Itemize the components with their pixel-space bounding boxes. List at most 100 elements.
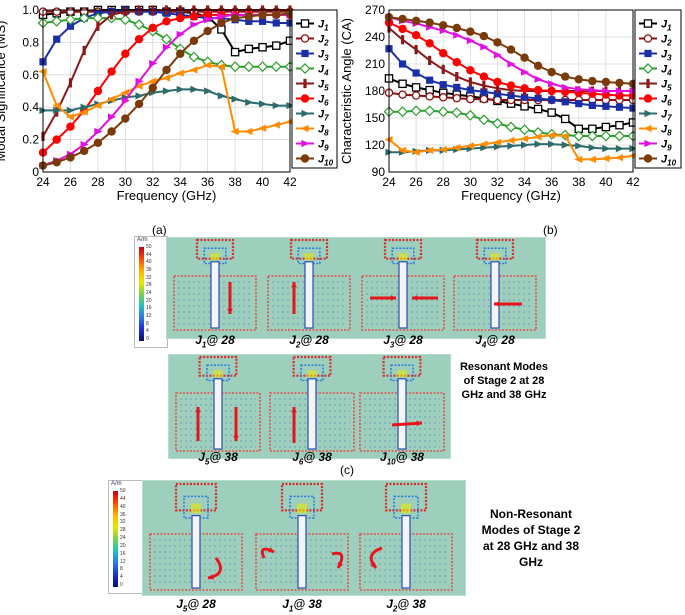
y-tick-label: 270 [365,3,385,17]
legend-entry-j8: J8 [661,124,672,138]
mode-label: J5@ 38 [198,450,238,467]
data-point-j7 [245,98,254,106]
data-point-j10 [506,45,516,54]
colorbar-tick-label: 12 [120,558,126,565]
arrow-head [268,547,274,553]
data-point-j10 [439,21,448,30]
patch-inner [401,503,411,514]
data-point-j3 [245,17,253,25]
arrow-head [338,562,344,568]
patch-head [280,482,324,512]
data-point-j10 [52,158,61,167]
data-point-j3 [588,101,596,109]
colorbar-tick-label: 12 [146,313,152,319]
data-point-j3 [507,91,515,100]
legend-entry-j7: J7 [318,109,329,123]
colorbar-tick-label: 40 [146,259,152,266]
legend-marker-j3 [644,49,652,58]
data-point-j9 [466,37,475,45]
data-point-j4 [51,15,63,27]
antenna-current-distribution [269,355,355,452]
patch-inner [490,253,500,261]
arrow-head [370,562,376,568]
data-point-j1 [258,43,267,52]
legend-entry-j1: J1 [661,19,672,33]
data-point-j8 [244,127,253,136]
data-point-j10 [176,49,185,58]
data-point-j10 [107,127,116,136]
data-point-j4 [188,51,200,63]
legend-marker-j2 [300,34,310,43]
legend-entry-j5: J5 [661,79,672,93]
data-point-j3 [439,81,447,89]
legend-marker-j6 [300,94,310,103]
data-point-j8 [120,89,129,97]
arrow-head [195,407,201,413]
patch-ring [483,247,507,265]
legend-marker-j5 [646,78,650,89]
data-point-j3 [561,98,569,106]
legend-entry-j2: J2 [318,34,329,48]
data-point-j10 [93,138,103,148]
colorbar-unit-bottom: A/m [111,481,122,487]
data-point-j5 [110,10,114,20]
data-point-j9 [176,30,185,38]
x-tick-label: 38 [572,175,586,189]
arrow-head [291,282,297,288]
colorbar-tick-label: 8 [120,566,123,573]
data-point-j5 [82,45,86,56]
antenna-current-distribution [175,355,261,452]
data-point-j8 [397,146,407,154]
legend-marker-j1 [300,19,310,28]
y-tick-label: 0 [32,165,39,179]
arrow-head [233,435,239,441]
data-point-j3 [520,93,529,101]
data-point-j7 [602,145,611,153]
data-point-j9 [493,51,503,59]
caption-c: (c) [340,463,354,477]
data-point-j4 [600,130,612,142]
data-point-j8 [134,82,143,90]
data-point-j10 [230,13,240,23]
antenna-current-distribution [361,238,445,331]
legend-entry-j5: J5 [318,79,329,93]
data-point-j5 [509,85,513,95]
colorbar-tick-label: 20 [146,297,152,304]
data-point-j6 [121,49,130,58]
data-point-j10 [547,67,556,77]
data-point-j6 [162,17,171,26]
y-tick-label: 120 [365,138,385,152]
mode-label: J10@ 38 [380,450,424,467]
data-point-j3 [575,100,583,108]
data-point-j7 [588,144,597,152]
data-point-j9 [162,43,172,51]
data-point-j4 [229,61,241,73]
data-point-j8 [216,63,225,71]
legend-marker-j7 [644,109,653,118]
data-point-j10 [601,77,611,87]
x-tick-label: 30 [119,175,133,189]
y-axis-label: Characteristic Angle (CA) [339,18,354,164]
mode-label: J1@ 28 [195,333,235,350]
data-point-j9 [108,113,117,121]
data-point-j2 [398,90,407,99]
feed-line [213,378,223,450]
data-point-j7 [561,141,570,149]
x-axis-label: Frequency (GHz) [461,188,561,203]
data-point-j9 [480,43,489,51]
x-tick-label: 34 [518,175,532,189]
caption-b: (b) [543,223,558,237]
caption-a: (a) [152,223,167,237]
data-point-j8 [560,132,569,140]
data-point-j2 [479,94,489,104]
mode-label: J2@ 38 [386,597,426,614]
patch-inner [304,253,314,261]
patch-head [289,238,329,260]
data-point-j8 [574,155,583,163]
legend-entry-j1: J1 [318,19,329,33]
legend-entry-j8: J8 [318,124,329,138]
data-point-j7 [575,142,584,150]
colorbar-tick-label: 0 [120,582,123,588]
legend-entry-j3: J3 [318,49,329,63]
data-point-j4 [424,105,436,117]
